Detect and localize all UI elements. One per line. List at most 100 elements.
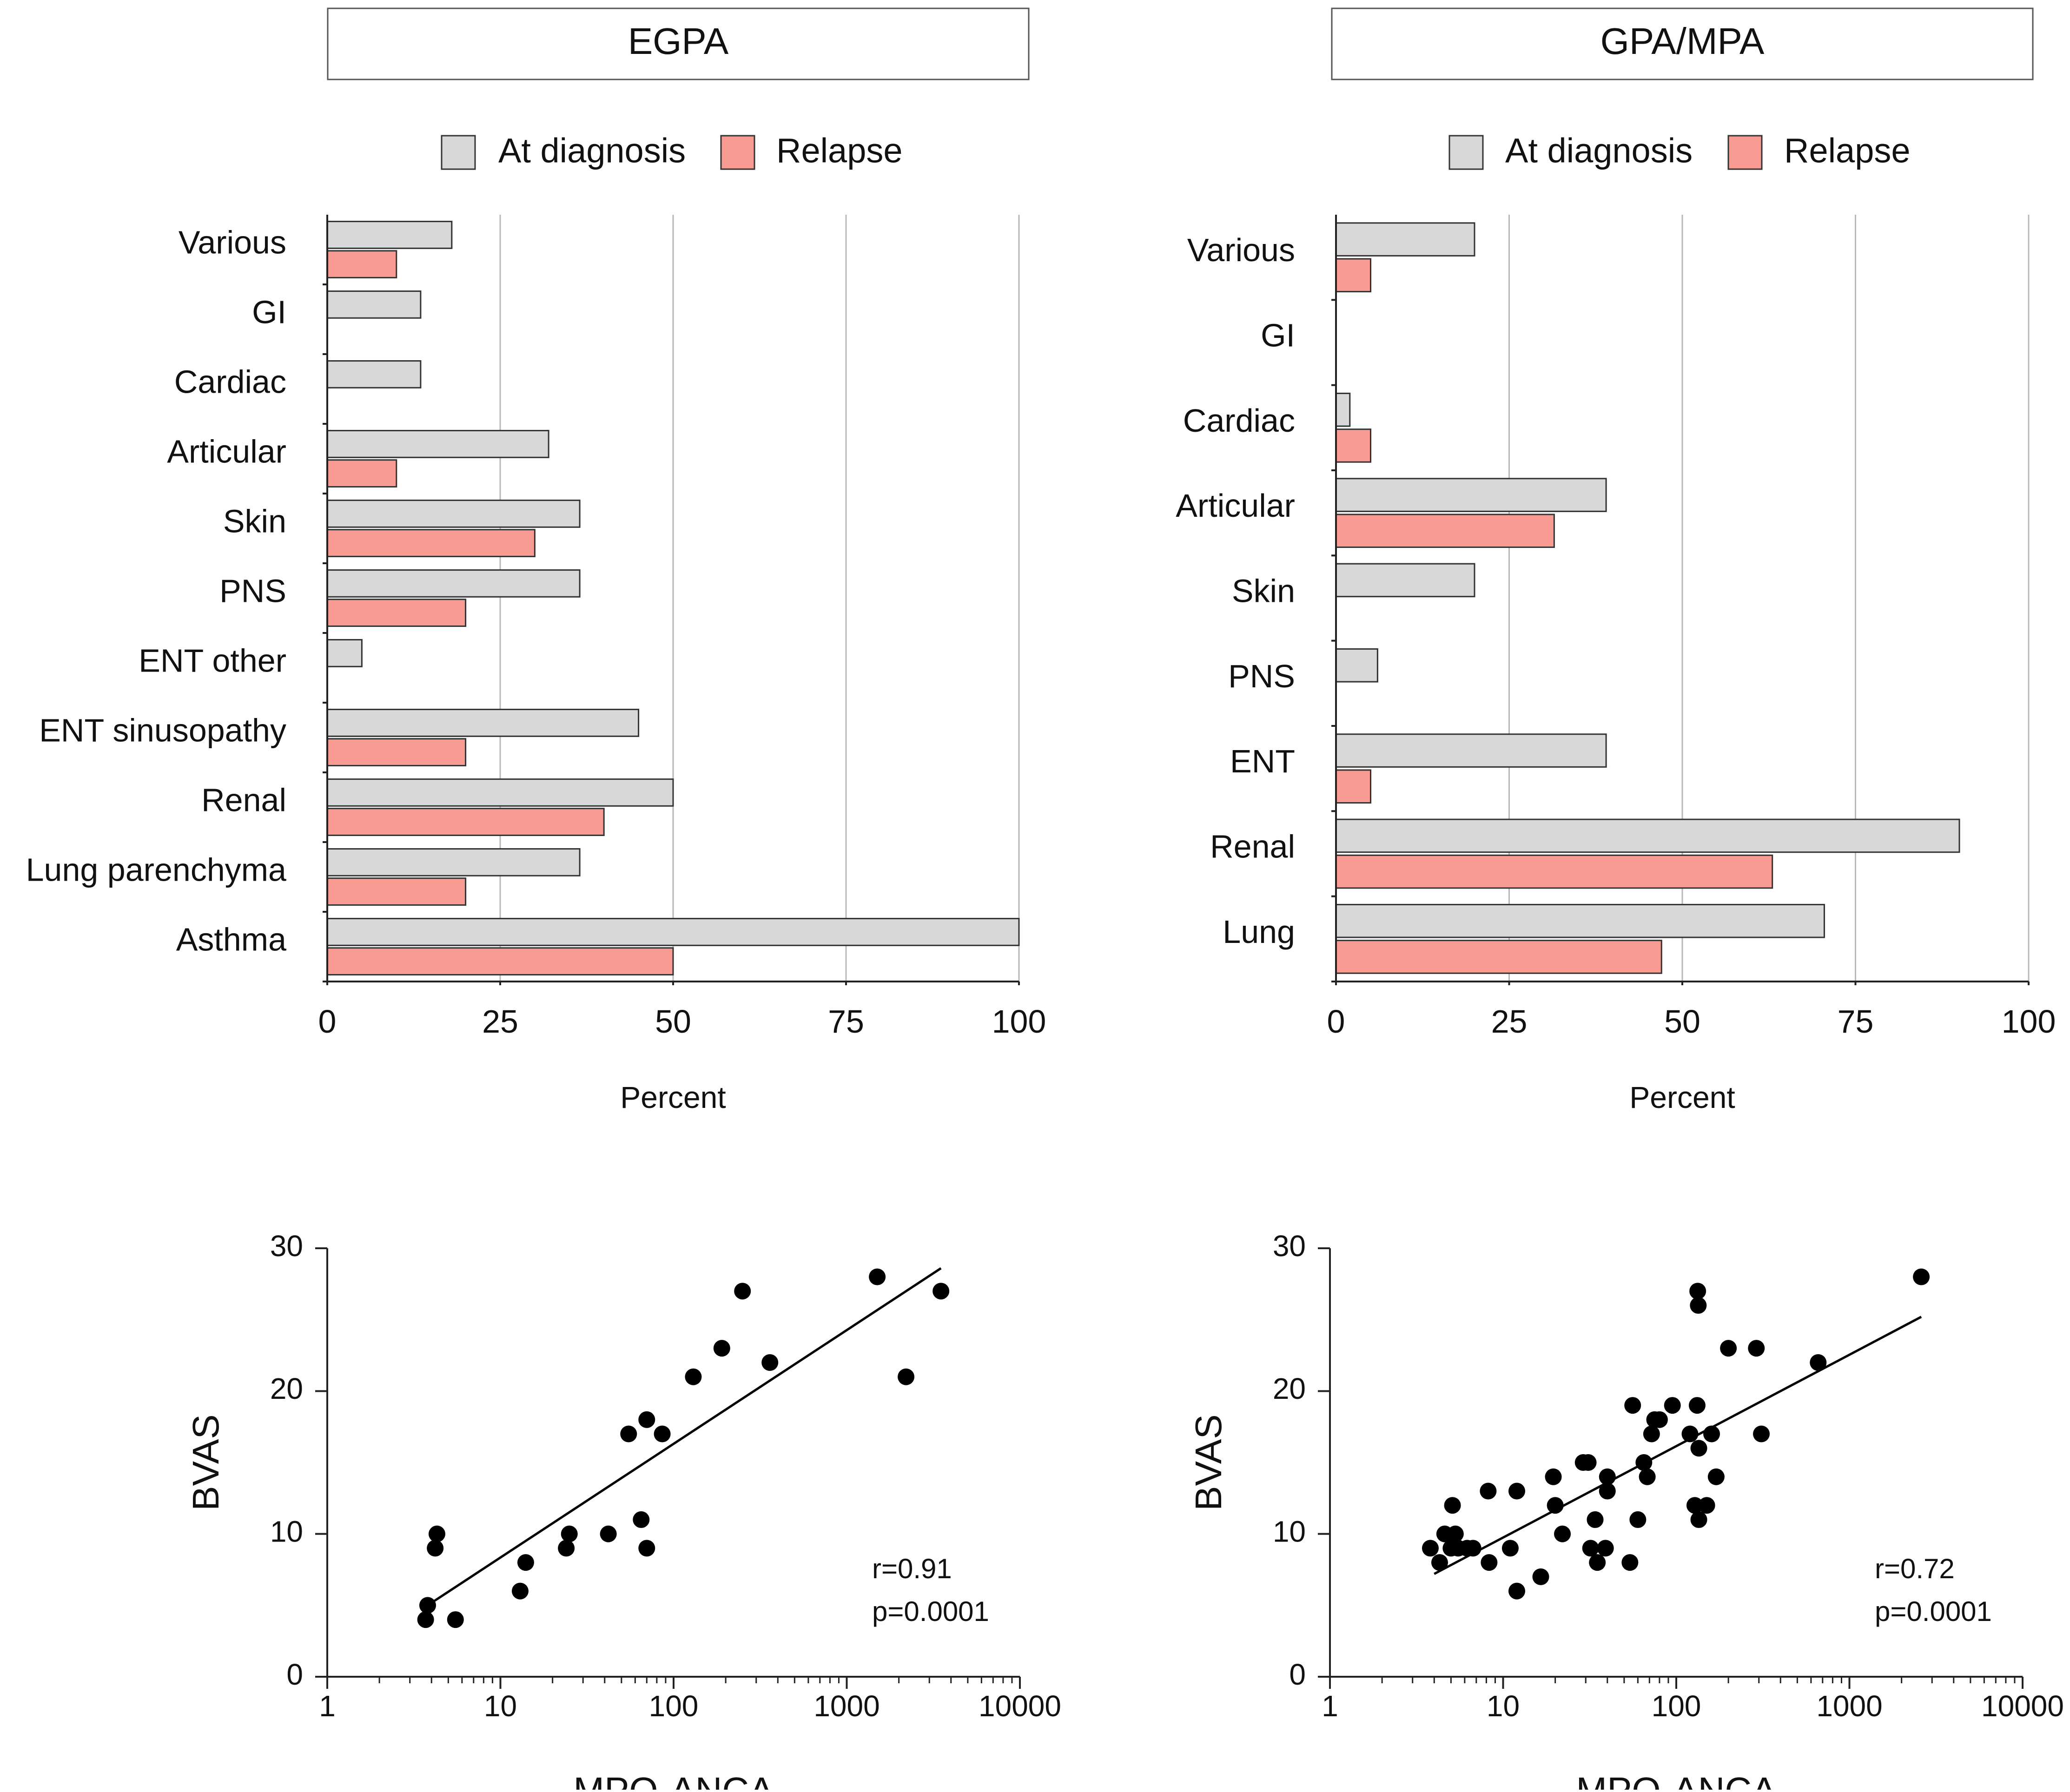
legend-swatch-relapse <box>720 135 755 170</box>
category-label: Lung <box>1223 914 1295 950</box>
data-point <box>511 1582 529 1600</box>
bar-at-diagnosis-ent <box>1335 733 1607 768</box>
data-point <box>1748 1340 1765 1357</box>
x-tick-label: 100 <box>649 1689 699 1723</box>
x-tick-label: 25 <box>482 1003 518 1040</box>
bar-at-diagnosis-cardiac <box>326 360 422 389</box>
x-tick-label: 75 <box>1838 1003 1874 1040</box>
data-point <box>869 1268 886 1285</box>
bar-relapse-pns <box>326 599 467 627</box>
category-label: GI <box>252 294 286 330</box>
data-point <box>1624 1397 1641 1414</box>
data-point <box>1688 1397 1706 1414</box>
gpa-title: GPA/MPA <box>1600 20 1765 62</box>
category-label: Asthma <box>176 921 286 957</box>
bar-relapse-various <box>326 250 397 278</box>
data-point <box>1681 1425 1699 1443</box>
x-tick-label: 10 <box>1487 1689 1520 1723</box>
data-point <box>685 1368 702 1385</box>
x-tick-label: 25 <box>1491 1003 1528 1040</box>
bar-at-diagnosis-lung <box>1335 903 1825 938</box>
category-label: Articular <box>1176 488 1295 524</box>
data-point <box>1501 1540 1519 1557</box>
data-point <box>1635 1454 1653 1471</box>
data-point <box>734 1283 751 1300</box>
regression-line <box>1434 1316 1922 1575</box>
y-tick-label: 30 <box>1273 1229 1306 1263</box>
category-label: Articular <box>167 433 286 469</box>
bar-at-diagnosis-articular <box>1335 478 1607 512</box>
data-point <box>932 1283 950 1300</box>
x-tick-label: 10 <box>484 1689 517 1723</box>
category-label: Skin <box>1232 573 1295 609</box>
gpa-legend: At diagnosis Relapse <box>1448 132 1911 170</box>
category-label: ENT sinusopathy <box>39 712 286 748</box>
data-point <box>1545 1468 1562 1485</box>
bar-relapse-renal <box>326 808 605 836</box>
x-tick-label: 50 <box>1664 1003 1700 1040</box>
legend-label-relapse: Relapse <box>776 132 903 170</box>
legend-swatch-at-diagnosis <box>441 135 476 170</box>
category-label: Cardiac <box>1183 402 1295 439</box>
data-point <box>1703 1425 1720 1443</box>
bar-at-diagnosis-gi <box>326 290 422 319</box>
data-point <box>1532 1568 1549 1585</box>
bar-relapse-renal <box>1335 854 1773 889</box>
category-label: ENT <box>1230 743 1295 779</box>
bar-at-diagnosis-renal <box>1335 818 1960 853</box>
legend-label-relapse: Relapse <box>1784 132 1911 170</box>
gpa-title-box: GPA/MPA <box>1331 7 2034 80</box>
bar-at-diagnosis-ent-other <box>326 639 363 667</box>
category-label: ENT other <box>139 642 286 679</box>
bar-at-diagnosis-pns <box>1335 648 1378 683</box>
data-point <box>558 1540 575 1557</box>
data-point <box>427 1540 444 1557</box>
bar-at-diagnosis-cardiac <box>1335 392 1351 427</box>
data-point <box>1481 1554 1498 1571</box>
data-point <box>1589 1554 1606 1571</box>
correlation-r-label: r=0.72 <box>1875 1553 1955 1584</box>
category-label: PNS <box>1228 658 1295 694</box>
data-point <box>428 1525 445 1542</box>
x-tick-label: 75 <box>828 1003 864 1040</box>
data-point <box>1690 1297 1707 1314</box>
regression-line <box>427 1267 942 1607</box>
x-tick-label: 100 <box>992 1003 1046 1040</box>
data-point <box>1913 1268 1930 1285</box>
data-point <box>1547 1497 1564 1514</box>
y-tick-label: 10 <box>270 1515 303 1548</box>
data-point <box>638 1411 655 1428</box>
bar-at-diagnosis-pns <box>326 569 581 598</box>
x-tick-label: 1000 <box>1816 1689 1882 1723</box>
data-point <box>1698 1497 1715 1514</box>
bar-relapse-asthma <box>326 947 674 975</box>
data-point <box>1810 1354 1827 1371</box>
data-point <box>1629 1511 1647 1528</box>
bar-at-diagnosis-various <box>1335 222 1475 257</box>
data-point <box>1643 1425 1660 1443</box>
x-tick-label: 1 <box>1322 1689 1338 1723</box>
x-tick-label: 0 <box>1327 1003 1345 1040</box>
x-axis-label: MPO-ANCA <box>1576 1770 1777 1790</box>
legend-label-at-diagnosis: At diagnosis <box>1505 132 1693 170</box>
data-point <box>1599 1482 1616 1500</box>
x-tick-label: 100 <box>2002 1003 2056 1040</box>
category-label: Lung parenchyma <box>26 851 286 888</box>
egpa-legend: At diagnosis Relapse <box>441 132 903 170</box>
bar-at-diagnosis-skin <box>326 500 581 528</box>
data-point <box>1664 1397 1681 1414</box>
bar-relapse-articular <box>326 459 397 488</box>
y-tick-label: 10 <box>1273 1515 1306 1548</box>
data-point <box>1686 1497 1703 1514</box>
data-point <box>1431 1554 1448 1571</box>
bar-at-diagnosis-asthma <box>326 918 1020 946</box>
correlation-r-label: r=0.91 <box>872 1553 952 1584</box>
x-axis-label: MPO-ANCA <box>573 1770 774 1790</box>
data-point <box>417 1611 434 1628</box>
egpa-title: EGPA <box>628 20 729 62</box>
data-point <box>1720 1340 1737 1357</box>
data-point <box>1554 1525 1571 1542</box>
category-label: Renal <box>201 782 286 818</box>
data-point <box>713 1340 730 1357</box>
y-tick-label: 20 <box>270 1372 303 1405</box>
